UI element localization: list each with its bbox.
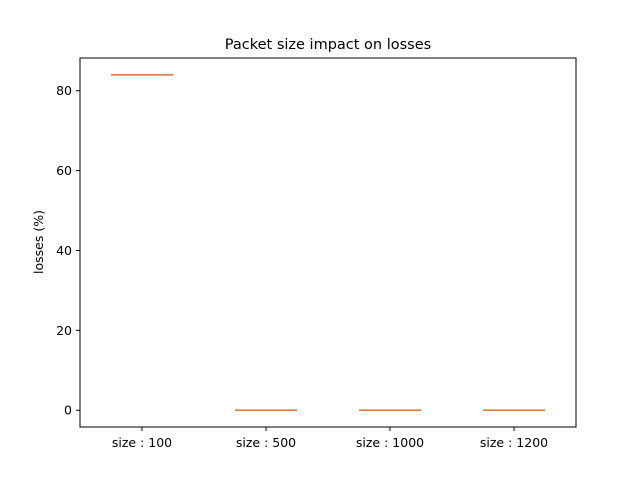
y-tick-label: 20 xyxy=(56,323,72,338)
x-tick-label: size : 1200 xyxy=(480,435,548,450)
y-tick-label: 0 xyxy=(64,403,72,418)
y-tick-label: 60 xyxy=(56,163,72,178)
x-tick-label: size : 1000 xyxy=(356,435,424,450)
chart-title: Packet size impact on losses xyxy=(225,37,431,53)
plot-area: 0 20 40 60 80 size : 100 size : 500 size : 1000… xyxy=(56,73,548,450)
y-tick-label: 80 xyxy=(56,83,72,98)
y-tick-label: 40 xyxy=(56,243,72,258)
x-tick-label: size : 100 xyxy=(112,435,172,450)
plot-frame xyxy=(79,57,577,428)
x-tick-label: size : 500 xyxy=(236,435,296,450)
y-axis-label: losses (%) xyxy=(31,210,46,274)
